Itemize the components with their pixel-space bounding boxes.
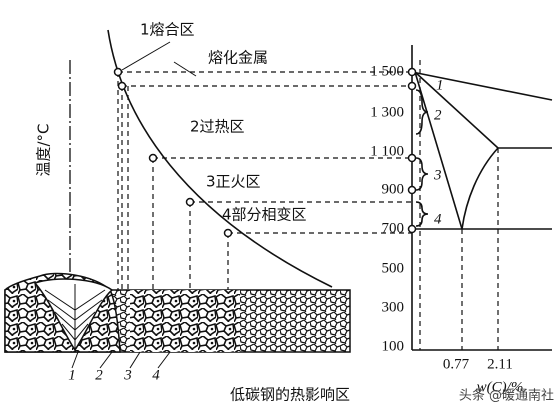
temperature-tick: 1 500 <box>370 63 404 79</box>
weld-section <box>4 272 351 369</box>
leader <box>173 61 197 77</box>
leader <box>121 41 171 71</box>
temperature-tick: 1 300 <box>370 104 404 120</box>
temperature-tick: 900 <box>382 181 405 197</box>
phase-zone-number: 4 <box>434 211 442 227</box>
temperature-tick: 700 <box>382 220 405 236</box>
phase-diagram <box>407 45 553 351</box>
zone-label: 1熔合区 <box>140 21 195 39</box>
zone-label: 2过热区 <box>190 118 245 136</box>
zone-number: 3 <box>123 367 132 383</box>
temperature-tick: 500 <box>382 260 405 276</box>
temperature-tick: 1 100 <box>370 143 404 159</box>
temperature-tick: 100 <box>382 338 405 354</box>
zone-label: 4部分相变区 <box>222 206 307 224</box>
reference-lines <box>117 71 412 292</box>
curve-points <box>113 67 233 238</box>
temperature-tick: 300 <box>382 299 405 315</box>
carbon-tick: 2.11 <box>487 356 513 372</box>
y-axis-label: 温度/°C <box>35 123 53 176</box>
zone-label: 熔化金属 <box>208 49 268 67</box>
zone-label: 3正火区 <box>206 173 261 191</box>
watermark: 头条 @暖通南社 <box>459 388 554 404</box>
carbon-tick: 0.77 <box>443 356 470 372</box>
zone-number: 4 <box>152 367 160 383</box>
phase-zone-number: 1 <box>436 77 444 93</box>
zone-number: 2 <box>95 367 103 383</box>
x-axis-label: w(C)/% <box>477 379 524 395</box>
zone-number: 1 <box>68 367 76 383</box>
phase-zone-number: 2 <box>434 107 442 123</box>
phase-zone-number: 3 <box>433 167 442 183</box>
temperature-curve <box>107 29 333 288</box>
caption: 低碳钢的热影响区 <box>230 386 350 404</box>
